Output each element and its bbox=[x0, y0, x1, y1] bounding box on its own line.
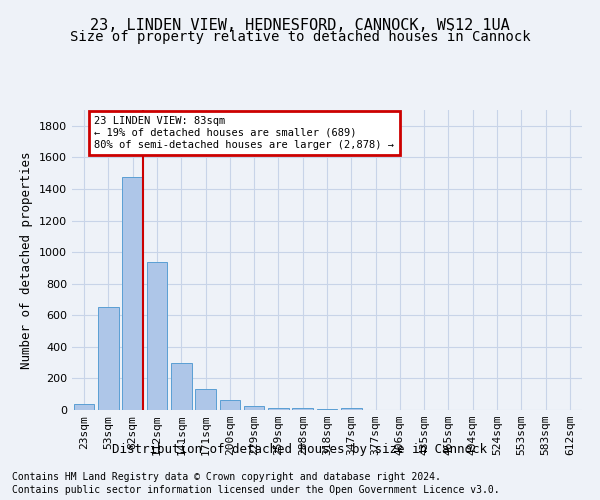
Bar bbox=[244, 406, 265, 410]
Text: 23 LINDEN VIEW: 83sqm
← 19% of detached houses are smaller (689)
80% of semi-det: 23 LINDEN VIEW: 83sqm ← 19% of detached … bbox=[94, 116, 394, 150]
Text: Size of property relative to detached houses in Cannock: Size of property relative to detached ho… bbox=[70, 30, 530, 44]
Bar bbox=[341, 408, 362, 410]
Bar bbox=[317, 409, 337, 410]
Bar bbox=[195, 388, 216, 410]
Bar bbox=[122, 177, 143, 410]
Text: Contains HM Land Registry data © Crown copyright and database right 2024.: Contains HM Land Registry data © Crown c… bbox=[12, 472, 441, 482]
Bar bbox=[220, 400, 240, 410]
Y-axis label: Number of detached properties: Number of detached properties bbox=[20, 151, 34, 369]
Text: 23, LINDEN VIEW, HEDNESFORD, CANNOCK, WS12 1UA: 23, LINDEN VIEW, HEDNESFORD, CANNOCK, WS… bbox=[90, 18, 510, 32]
Text: Distribution of detached houses by size in Cannock: Distribution of detached houses by size … bbox=[113, 442, 487, 456]
Text: Contains public sector information licensed under the Open Government Licence v3: Contains public sector information licen… bbox=[12, 485, 500, 495]
Bar bbox=[292, 408, 313, 410]
Bar bbox=[146, 262, 167, 410]
Bar bbox=[171, 364, 191, 410]
Bar bbox=[98, 308, 119, 410]
Bar bbox=[268, 408, 289, 410]
Bar bbox=[74, 404, 94, 410]
